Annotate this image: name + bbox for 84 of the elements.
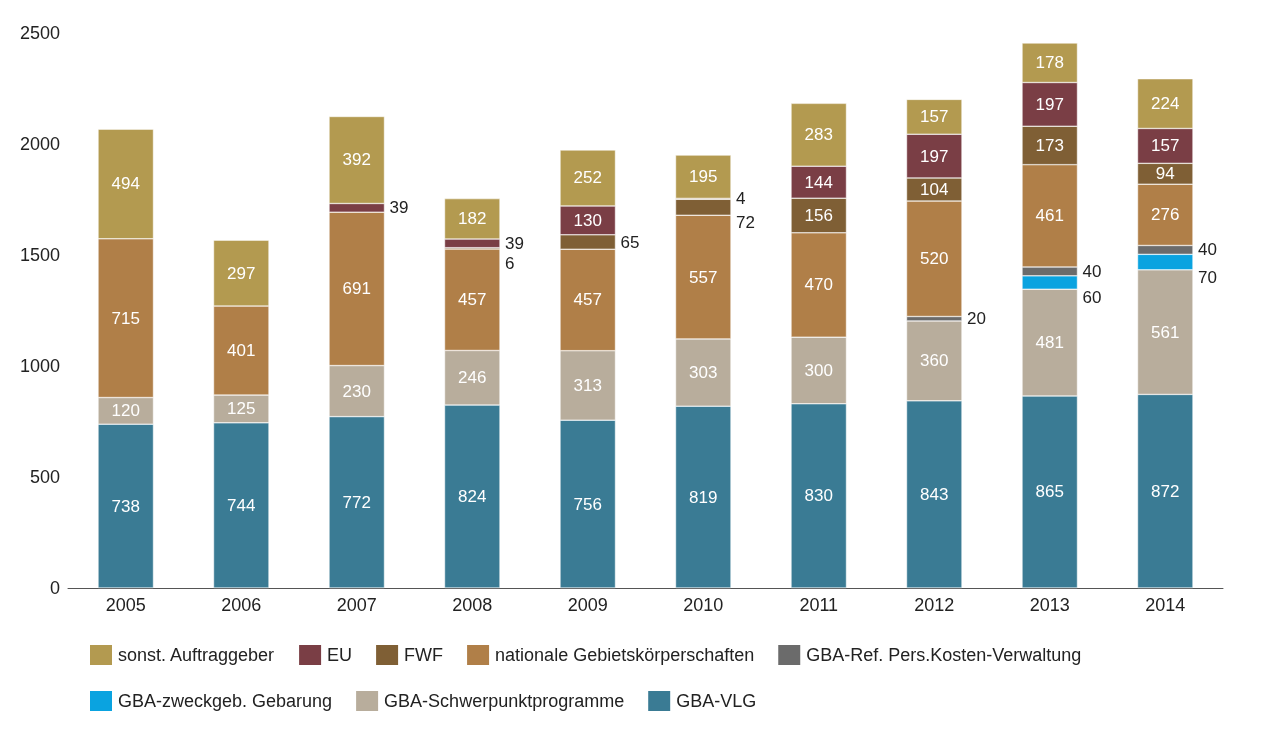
- legend-label: GBA-VLG: [676, 691, 757, 711]
- data-label: 130: [573, 210, 602, 230]
- data-label: 182: [458, 209, 487, 229]
- data-label: 40: [1197, 240, 1217, 260]
- data-label: 772: [342, 492, 371, 512]
- data-label: 39: [504, 233, 524, 253]
- data-label: 300: [804, 360, 833, 380]
- y-tick-label: 500: [29, 467, 60, 487]
- data-label: 94: [1155, 164, 1175, 184]
- data-label: 230: [342, 381, 371, 401]
- data-label: 401: [227, 341, 256, 361]
- x-tick-label: 2009: [567, 595, 608, 615]
- data-label: 738: [111, 496, 140, 516]
- data-label: 6: [504, 253, 515, 273]
- data-label: 252: [573, 168, 602, 188]
- data-label: 4: [735, 189, 746, 209]
- x-tick-label: 2005: [105, 595, 146, 615]
- data-label: 20: [966, 309, 986, 329]
- data-label: 65: [620, 232, 640, 252]
- data-label: 843: [920, 484, 949, 504]
- data-label: 494: [111, 174, 140, 194]
- data-label: 756: [573, 494, 602, 514]
- data-label: 457: [573, 290, 602, 310]
- data-label: 461: [1035, 206, 1064, 226]
- data-label: 865: [1035, 482, 1064, 502]
- legend-label: GBA-Schwerpunktprogramme: [384, 691, 625, 711]
- data-label: 715: [111, 308, 140, 328]
- legend-label: FWF: [404, 645, 444, 665]
- x-tick-label: 2014: [1145, 595, 1186, 615]
- y-tick-label: 2500: [19, 23, 60, 43]
- x-tick-label: 2008: [452, 595, 493, 615]
- data-label: 691: [342, 279, 371, 299]
- legend-label: sonst. Auftraggeber: [118, 645, 275, 665]
- data-label: 125: [227, 399, 256, 419]
- legend-label: GBA-Ref. Pers.Kosten-Verwaltung: [806, 645, 1082, 665]
- data-label: 276: [1151, 205, 1180, 225]
- data-label: 144: [804, 172, 833, 192]
- data-label: 744: [227, 495, 256, 515]
- data-label: 156: [804, 205, 833, 225]
- legend-label: GBA-zweckgeb. Gebarung: [118, 691, 333, 711]
- data-label: 72: [735, 212, 755, 232]
- data-label: 60: [1082, 288, 1102, 308]
- data-label: 157: [920, 107, 949, 127]
- x-tick-label: 2011: [799, 595, 839, 615]
- y-tick-label: 1500: [19, 245, 60, 265]
- data-label: 520: [920, 249, 949, 269]
- data-label: 246: [458, 368, 487, 388]
- data-label: 197: [1035, 94, 1064, 114]
- data-label: 70: [1197, 267, 1217, 287]
- data-label: 39: [389, 198, 409, 218]
- x-tick-label: 2006: [221, 595, 262, 615]
- data-label: 297: [227, 263, 256, 283]
- data-label: 481: [1035, 333, 1064, 353]
- data-label: 303: [689, 363, 718, 383]
- data-label: 470: [804, 275, 833, 295]
- data-label: 561: [1151, 322, 1180, 342]
- data-label: 197: [920, 146, 949, 166]
- data-label: 40: [1082, 261, 1102, 281]
- data-label: 104: [920, 180, 949, 200]
- y-tick-label: 1000: [19, 356, 60, 376]
- data-label: 830: [804, 486, 833, 506]
- legend-label: nationale Gebietskörperschaften: [495, 645, 755, 665]
- x-tick-label: 2013: [1029, 595, 1070, 615]
- x-tick-label: 2010: [683, 595, 724, 615]
- data-label: 457: [458, 290, 487, 310]
- y-tick-label: 2000: [19, 134, 60, 154]
- data-label: 313: [573, 375, 602, 395]
- data-label: 392: [342, 150, 371, 170]
- data-label: 173: [1035, 135, 1064, 155]
- legend-label: EU: [327, 645, 353, 665]
- data-label: 360: [920, 351, 949, 371]
- data-label: 283: [804, 125, 833, 145]
- x-tick-label: 2012: [914, 595, 955, 615]
- data-label: 224: [1151, 94, 1180, 114]
- data-label: 120: [111, 401, 140, 421]
- data-label: 195: [689, 167, 718, 187]
- y-tick-label: 0: [49, 578, 60, 598]
- data-label: 178: [1035, 53, 1064, 73]
- data-label: 157: [1151, 136, 1180, 156]
- x-tick-label: 2007: [336, 595, 377, 615]
- data-label: 824: [458, 487, 487, 507]
- data-label: 819: [689, 487, 718, 507]
- data-label: 557: [689, 267, 718, 287]
- data-label: 872: [1151, 481, 1180, 501]
